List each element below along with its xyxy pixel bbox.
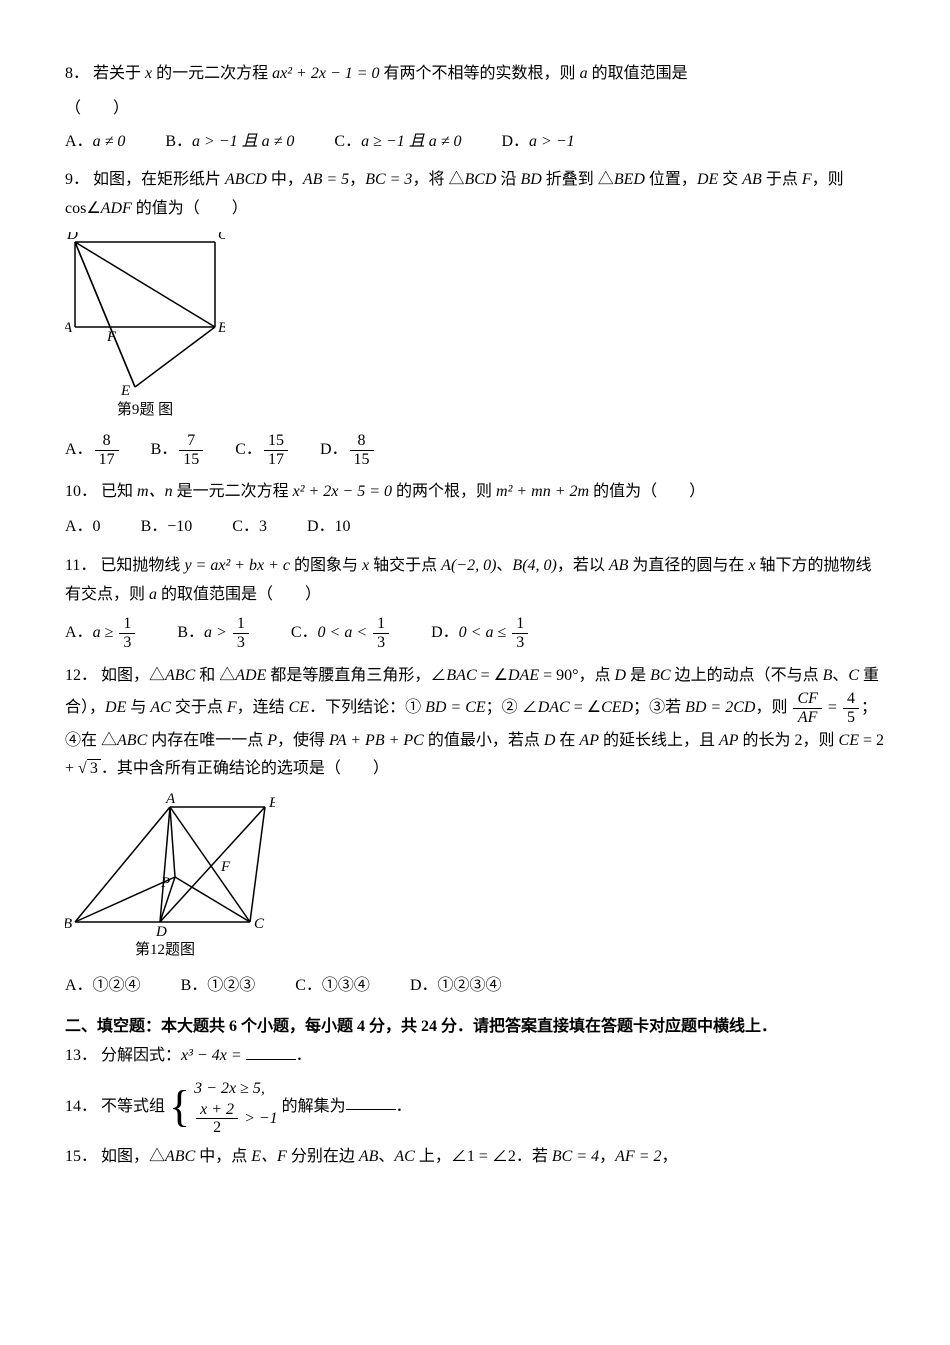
question-14: 14． 不等式组 { 3 − 2x ≥ 5, x + 22 > −1 的解集为．: [65, 1077, 885, 1137]
q12-diagram: A B C D E F P: [65, 792, 275, 937]
svg-text:B: B: [65, 916, 72, 932]
q8-option-a: A．a ≠ 0: [65, 128, 125, 157]
question-10: 10． 已知 m、n 是一元二次方程 x² + 2x − 5 = 0 的两个根，…: [65, 478, 885, 507]
q11-number: 11．: [65, 557, 96, 574]
question-15: 15． 如图，△ABC 中，点 E、F 分别在边 AB、AC 上，∠1 = ∠2…: [65, 1143, 885, 1172]
q9-option-d: D．815: [320, 432, 376, 468]
q12-option-c: C．①③④: [295, 972, 370, 1001]
brace-icon: {: [169, 1085, 190, 1129]
svg-text:B: B: [218, 320, 225, 336]
svg-text:F: F: [106, 329, 117, 345]
section-2-title: 二、填空题：本大题共 6 个小题，每小题 4 分，共 24 分．请把答案直接填在…: [65, 1013, 885, 1042]
q10-number: 10．: [65, 483, 97, 500]
question-8: 8． 若关于 x 的一元二次方程 ax² + 2x − 1 = 0 有两个不相等…: [65, 60, 885, 89]
q8-option-b: B．a > −1 且 a ≠ 0: [165, 128, 294, 157]
q13-blank: [246, 1043, 296, 1060]
q10-option-a: A．0: [65, 513, 101, 542]
q12-option-b: B．①②③: [181, 972, 256, 1001]
svg-text:C: C: [254, 916, 265, 932]
q13-number: 13．: [65, 1047, 97, 1064]
q11-option-d: D．0 < a ≤ 13: [431, 615, 530, 651]
q9-caption: 第9题 图: [65, 397, 225, 424]
q8-option-c: C．a ≥ −1 且 a ≠ 0: [334, 128, 461, 157]
q8-option-d: D．a > −1: [501, 128, 574, 157]
q10-option-b: B．−10: [141, 513, 193, 542]
q9-number: 9．: [65, 171, 89, 188]
q9-options: A．817 B．715 C．1517 D．815: [65, 432, 885, 468]
q11-option-b: B．a > 13: [177, 615, 250, 651]
q8-number: 8．: [65, 65, 89, 82]
q12-figure: A B C D E F P 第12题图: [65, 792, 885, 964]
q10-option-c: C．3: [232, 513, 267, 542]
q10-equation: x² + 2x − 5 = 0: [293, 483, 392, 500]
q12-option-d: D．①②③④: [410, 972, 502, 1001]
q9-option-c: C．1517: [235, 432, 290, 468]
q9-option-b: B．715: [151, 432, 206, 468]
q8-equation: ax² + 2x − 1 = 0: [272, 65, 379, 82]
svg-text:F: F: [220, 859, 231, 875]
q14-blank: [346, 1093, 396, 1110]
q10-option-d: D．10: [307, 513, 351, 542]
q10-options: A．0 B．−10 C．3 D．10: [65, 513, 885, 542]
q9-option-a: A．817: [65, 432, 121, 468]
q12-option-a: A．①②④: [65, 972, 141, 1001]
q15-number: 15．: [65, 1148, 97, 1165]
q12-options: A．①②④ B．①②③ C．①③④ D．①②③④: [65, 972, 885, 1001]
svg-text:P: P: [160, 875, 170, 891]
q8-paren: （ ）: [65, 95, 885, 124]
q9-figure: D C A B F E 第9题 图: [65, 232, 885, 424]
q8-options: A．a ≠ 0 B．a > −1 且 a ≠ 0 C．a ≥ −1 且 a ≠ …: [65, 128, 885, 157]
question-12: 12． 如图，△ABC 和 △ADE 都是等腰直角三角形，∠BAC = ∠DAE…: [65, 662, 885, 785]
svg-text:E: E: [268, 795, 275, 811]
question-9: 9． 如图，在矩形纸片 ABCD 中，AB = 5，BC = 3，将 △BCD …: [65, 166, 885, 224]
q11-equation: y = ax² + bx + c: [184, 557, 290, 574]
q11-option-a: A．a ≥ 13: [65, 615, 137, 651]
q12-caption: 第12题图: [65, 937, 265, 964]
svg-text:E: E: [120, 383, 130, 397]
q14-system: { 3 − 2x ≥ 5, x + 22 > −1: [169, 1077, 278, 1137]
q9-diagram: D C A B F E: [65, 232, 225, 397]
q12-number: 12．: [65, 667, 97, 684]
question-13: 13． 分解因式：x³ − 4x = ．: [65, 1042, 885, 1071]
svg-text:C: C: [218, 232, 225, 243]
q14-number: 14．: [65, 1097, 97, 1114]
svg-text:A: A: [65, 320, 73, 336]
svg-text:D: D: [66, 232, 78, 243]
svg-text:D: D: [155, 924, 167, 937]
question-11: 11． 已知抛物线 y = ax² + bx + c 的图象与 x 轴交于点 A…: [65, 552, 885, 610]
q11-options: A．a ≥ 13 B．a > 13 C．0 < a < 13 D．0 < a ≤…: [65, 615, 885, 651]
svg-text:A: A: [165, 792, 176, 807]
q11-option-c: C．0 < a < 13: [291, 615, 391, 651]
